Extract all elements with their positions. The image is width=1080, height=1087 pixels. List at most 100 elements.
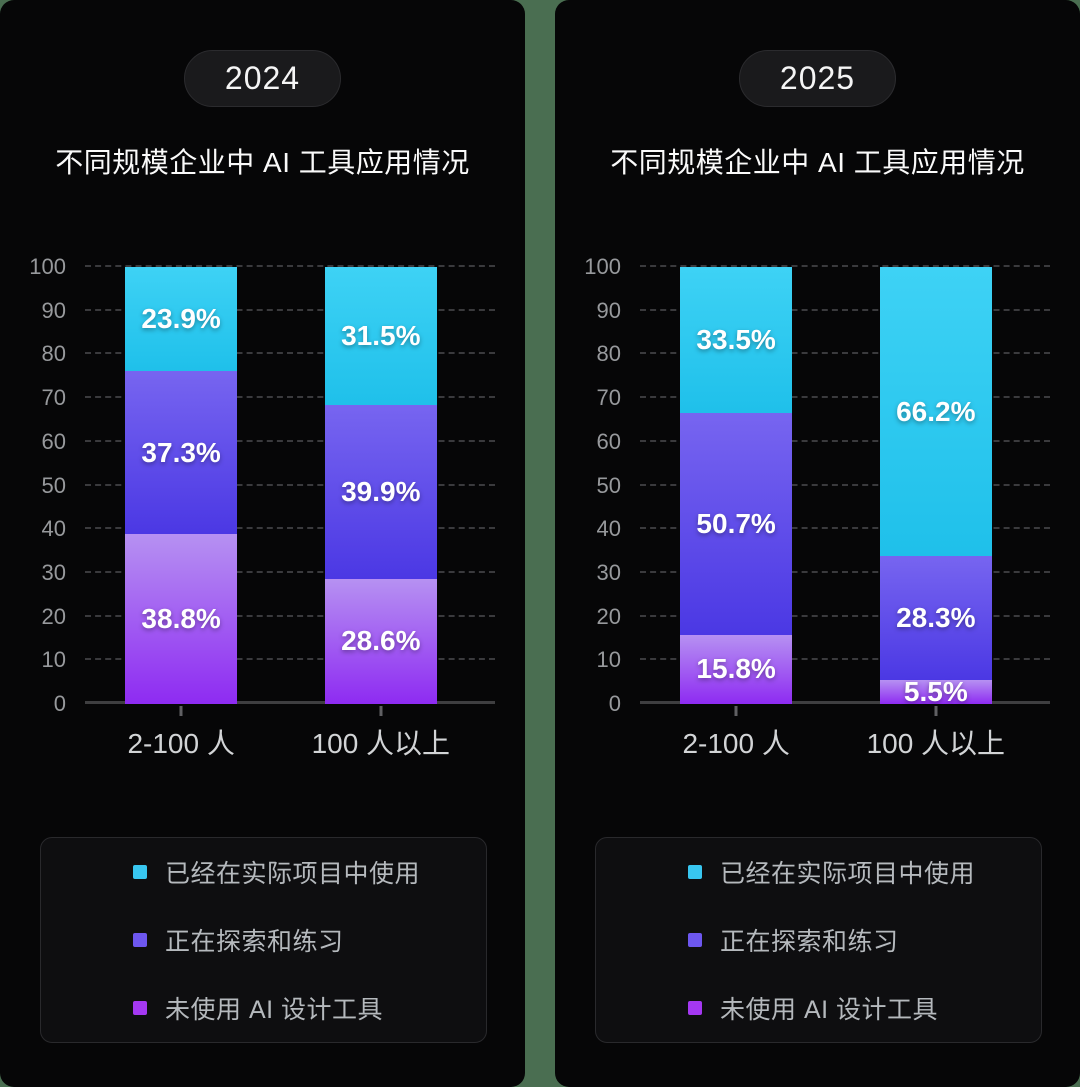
plot-area: 0 10 20 30 40 50 60 70 80 90 100 23.9% 37.3% 38.8% 31.… bbox=[29, 254, 495, 716]
bar-segment: 39.9% bbox=[324, 404, 437, 579]
y-tick-label: 60 bbox=[596, 428, 621, 454]
x-axis-line bbox=[85, 701, 495, 704]
y-tick-label: 10 bbox=[596, 647, 621, 673]
y-tick-label: 70 bbox=[41, 385, 66, 411]
stacked-bar-chart: 0 10 20 30 40 50 60 70 80 90 100 33.5% 50.7% 15.8% 66.… bbox=[555, 254, 1080, 759]
legend-swatch-icon bbox=[688, 933, 702, 947]
segment-value-label: 37.3% bbox=[141, 436, 221, 468]
x-axis-tick bbox=[934, 706, 938, 716]
grid-line bbox=[640, 570, 1050, 573]
x-axis-line bbox=[640, 701, 1050, 704]
grid-line bbox=[640, 396, 1050, 399]
y-tick-label: 0 bbox=[53, 691, 66, 716]
y-tick-label: 20 bbox=[596, 603, 621, 629]
bar-segment: 28.3% bbox=[879, 556, 992, 680]
bar-segment: 5.5% bbox=[879, 676, 992, 707]
legend-item: 未使用 AI 设计工具 bbox=[133, 990, 486, 1026]
panel-2024: 2024 不同规模企业中 AI 工具应用情况 0 10 20 30 40 50 60 70 80… bbox=[0, 0, 525, 1087]
segment-value-label: 38.8% bbox=[141, 603, 221, 635]
grid-line bbox=[85, 570, 495, 573]
segment-value-label: 5.5% bbox=[903, 675, 968, 707]
segment-value-label: 66.2% bbox=[896, 395, 976, 427]
grid-line bbox=[640, 658, 1050, 661]
stacked-bar: 31.5% 39.9% 28.6% bbox=[324, 267, 437, 704]
y-tick-label: 20 bbox=[41, 603, 66, 629]
stacked-bar: 23.9% 37.3% 38.8% bbox=[125, 267, 238, 704]
legend-item: 正在探索和练习 bbox=[133, 922, 486, 958]
bar-segment: 33.5% bbox=[680, 267, 793, 414]
legend: 已经在实际项目中使用正在探索和练习未使用 AI 设计工具 bbox=[595, 837, 1042, 1043]
bar-segment: 31.5% bbox=[324, 267, 437, 405]
grid-line bbox=[640, 308, 1050, 311]
segment-value-label: 50.7% bbox=[696, 508, 776, 540]
y-tick-label: 40 bbox=[41, 516, 66, 542]
y-tick-label: 100 bbox=[29, 254, 66, 279]
year-badge: 2025 bbox=[738, 50, 897, 107]
segment-value-label: 39.9% bbox=[341, 475, 421, 507]
legend-swatch-icon bbox=[133, 865, 147, 879]
year-badge: 2024 bbox=[183, 50, 342, 107]
grid-line bbox=[640, 483, 1050, 486]
x-axis-label: 100 人以上 bbox=[866, 728, 1006, 759]
x-axis-label: 2-100 人 bbox=[127, 728, 235, 759]
x-axis-labels: 2-100 人 100 人以上 bbox=[640, 704, 1050, 759]
legend-swatch-icon bbox=[133, 933, 147, 947]
legend-label: 正在探索和练习 bbox=[720, 928, 899, 956]
grid-line bbox=[85, 265, 495, 267]
grid-line bbox=[85, 614, 495, 617]
y-tick-label: 30 bbox=[41, 559, 66, 585]
chart-title: 不同规模企业中 AI 工具应用情况 bbox=[610, 147, 1025, 178]
segment-value-label: 23.9% bbox=[141, 303, 221, 335]
legend-item: 未使用 AI 设计工具 bbox=[688, 990, 1041, 1026]
y-tick-label: 50 bbox=[596, 472, 621, 498]
grid-line bbox=[85, 658, 495, 661]
legend-label: 正在探索和练习 bbox=[165, 928, 344, 956]
x-axis-label: 2-100 人 bbox=[682, 728, 790, 759]
grid-line bbox=[640, 527, 1050, 530]
grid-line bbox=[640, 265, 1050, 267]
y-tick-label: 90 bbox=[596, 297, 621, 323]
y-tick-label: 70 bbox=[596, 385, 621, 411]
y-tick-label: 80 bbox=[41, 341, 66, 367]
x-axis-tick bbox=[379, 706, 383, 716]
legend-swatch-icon bbox=[688, 865, 702, 879]
segment-value-label: 28.6% bbox=[341, 625, 421, 657]
legend-item: 已经在实际项目中使用 bbox=[133, 854, 486, 890]
legend-label: 未使用 AI 设计工具 bbox=[720, 996, 939, 1024]
y-tick-label: 100 bbox=[584, 254, 621, 279]
segment-value-label: 28.3% bbox=[896, 602, 976, 634]
bar-segment: 28.6% bbox=[324, 579, 437, 704]
legend-item: 正在探索和练习 bbox=[688, 922, 1041, 958]
bar-segment: 37.3% bbox=[125, 371, 238, 535]
stacked-bar: 66.2% 28.3% 5.5% bbox=[879, 267, 992, 707]
x-axis-labels: 2-100 人 100 人以上 bbox=[85, 704, 495, 759]
legend-label: 未使用 AI 设计工具 bbox=[165, 996, 384, 1024]
grid-line bbox=[85, 483, 495, 486]
y-tick-label: 50 bbox=[41, 472, 66, 498]
stacked-bar-chart: 0 10 20 30 40 50 60 70 80 90 100 23.9% 37.3% 38.8% 31.… bbox=[0, 254, 525, 759]
y-tick-label: 90 bbox=[41, 297, 66, 323]
legend-swatch-icon bbox=[688, 1001, 702, 1015]
grid-line bbox=[85, 527, 495, 530]
grid-line bbox=[640, 352, 1050, 355]
legend-swatch-icon bbox=[133, 1001, 147, 1015]
bar-segment: 38.8% bbox=[125, 534, 238, 704]
grid-line bbox=[85, 308, 495, 311]
grid-line bbox=[640, 439, 1050, 442]
y-tick-label: 0 bbox=[608, 691, 621, 716]
legend-item: 已经在实际项目中使用 bbox=[688, 854, 1041, 890]
x-axis-tick bbox=[734, 706, 738, 716]
legend: 已经在实际项目中使用正在探索和练习未使用 AI 设计工具 bbox=[40, 837, 487, 1043]
y-tick-label: 80 bbox=[596, 341, 621, 367]
grid-line bbox=[85, 396, 495, 399]
grid-line bbox=[85, 352, 495, 355]
y-tick-label: 30 bbox=[596, 559, 621, 585]
stacked-bar: 33.5% 50.7% 15.8% bbox=[680, 267, 793, 704]
x-axis-label: 100 人以上 bbox=[311, 728, 451, 759]
y-tick-label: 60 bbox=[41, 428, 66, 454]
bar-segment: 66.2% bbox=[879, 267, 992, 557]
grid-line bbox=[640, 614, 1050, 617]
y-tick-label: 40 bbox=[596, 516, 621, 542]
segment-value-label: 15.8% bbox=[696, 653, 776, 685]
segment-value-label: 31.5% bbox=[341, 319, 421, 351]
